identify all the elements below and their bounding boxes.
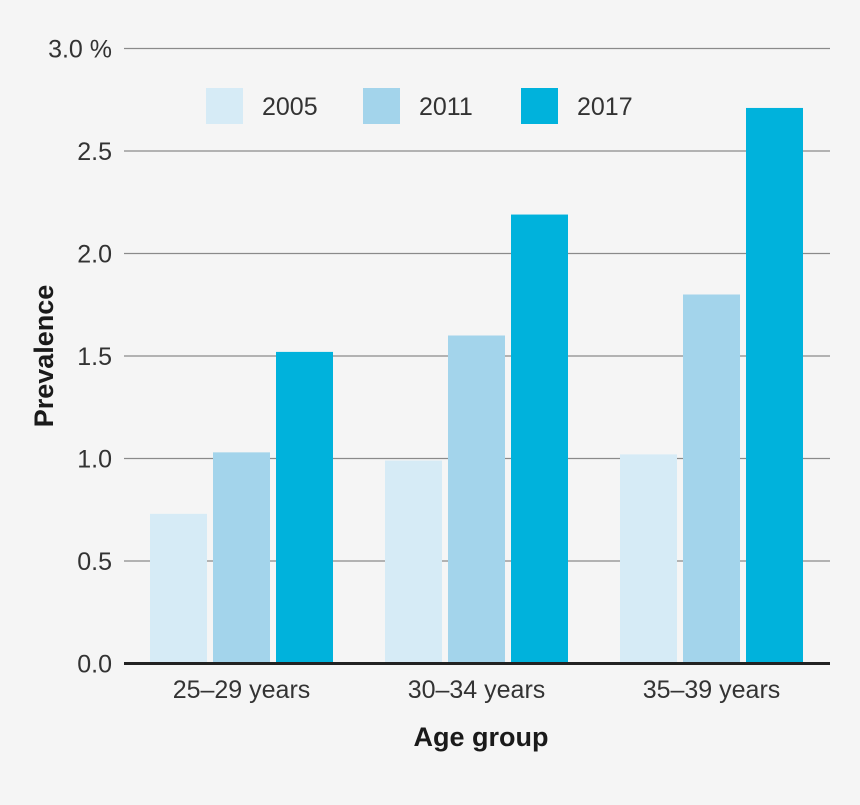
bar-2011-1: [213, 452, 270, 664]
legend-swatch-2017: [521, 88, 558, 124]
legend-swatch-2011: [363, 88, 400, 124]
x-axis-title: Age group: [414, 722, 549, 752]
bar-2011-2: [448, 335, 505, 664]
legend: 2005 2011 2017: [206, 88, 633, 124]
y-tick-labels: 0.0 0.5 1.0 1.5 2.0 2.5 3.0 %: [48, 36, 112, 679]
x-tick-label: 30–34 years: [408, 676, 546, 704]
bar-2005-1: [150, 513, 207, 664]
bar-2005-3: [620, 454, 677, 664]
x-tick-labels: 25–29 years 30–34 years 35–39 years: [173, 676, 781, 704]
y-tick-label: 1.5: [77, 343, 112, 371]
bar-2017-3: [746, 107, 803, 664]
y-tick-label: 0.5: [77, 548, 112, 576]
legend-label-2017: 2017: [577, 93, 633, 121]
y-tick-label: 0.0: [77, 651, 112, 679]
legend-label-2005: 2005: [262, 93, 318, 121]
bar-2011-3: [683, 294, 740, 664]
x-tick-label: 35–39 years: [643, 676, 781, 704]
legend-label-2011: 2011: [419, 93, 473, 121]
y-tick-label: 3.0 %: [48, 36, 112, 64]
x-tick-label: 25–29 years: [173, 676, 311, 704]
y-tick-label: 2.0: [77, 241, 112, 269]
bar-2017-2: [511, 214, 568, 664]
y-tick-label: 2.5: [77, 138, 112, 166]
legend-swatch-2005: [206, 88, 243, 124]
bar-2005-2: [385, 460, 442, 664]
bars: [150, 107, 803, 664]
y-axis-title: Prevalence: [29, 285, 59, 428]
y-tick-label: 1.0: [77, 446, 112, 474]
bar-2017-1: [276, 351, 333, 664]
